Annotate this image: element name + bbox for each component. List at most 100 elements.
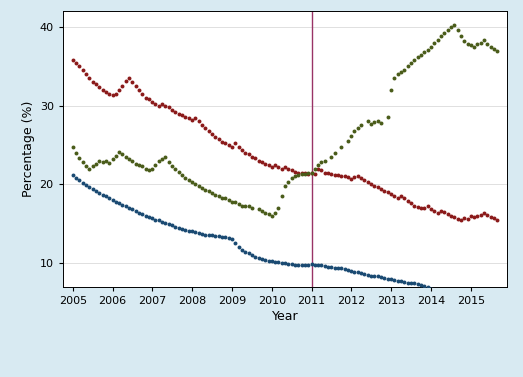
Point (125, 156, 133, 162)
Point (257, 256, 266, 262)
Point (480, 288, 488, 294)
Point (125, 205, 133, 211)
Point (291, 262, 299, 268)
Point (304, 262, 313, 268)
Point (347, 133, 356, 139)
Point (118, 152, 127, 158)
Point (278, 166, 286, 172)
Point (387, 276, 395, 282)
Point (457, 290, 465, 296)
Point (410, 280, 418, 287)
Point (231, 140, 239, 146)
Point (105, 91, 113, 97)
Point (118, 83, 127, 89)
Point (234, 201, 243, 207)
Point (188, 179, 196, 185)
Point (131, 161, 140, 167)
Point (377, 274, 385, 280)
Point (467, 213, 475, 219)
Point (268, 258, 276, 264)
Point (288, 167, 296, 173)
Point (493, 287, 502, 293)
Point (427, 44, 435, 50)
Point (135, 87, 143, 93)
Point (251, 155, 259, 161)
Point (224, 142, 233, 148)
Point (470, 214, 478, 220)
Point (201, 231, 209, 238)
Point (344, 267, 353, 273)
Point (490, 287, 498, 293)
Point (340, 266, 349, 272)
Point (400, 67, 408, 73)
Point (476, 40, 485, 46)
Point (155, 103, 163, 109)
Point (224, 235, 233, 241)
Point (254, 255, 263, 261)
Point (85, 184, 94, 190)
Point (347, 268, 356, 274)
Point (69, 144, 77, 150)
Point (370, 119, 379, 125)
Point (75, 63, 84, 69)
Point (331, 265, 339, 271)
Point (88, 79, 97, 85)
Point (121, 203, 130, 209)
Point (374, 118, 382, 124)
Point (165, 221, 173, 227)
Point (98, 87, 107, 93)
Point (321, 170, 329, 176)
Point (486, 44, 495, 51)
Point (410, 202, 418, 208)
Point (111, 199, 120, 205)
Point (397, 69, 405, 75)
Point (414, 204, 422, 210)
Point (397, 193, 405, 199)
Point (268, 164, 276, 170)
Point (437, 34, 445, 40)
Point (161, 220, 169, 226)
Point (185, 228, 193, 234)
Point (92, 81, 100, 87)
Point (191, 229, 199, 235)
Point (254, 158, 263, 164)
Point (414, 54, 422, 60)
Point (201, 187, 209, 193)
Point (301, 170, 309, 176)
Point (181, 227, 189, 233)
Point (168, 163, 176, 169)
Point (463, 290, 472, 296)
Point (165, 159, 173, 165)
Point (444, 290, 452, 296)
Point (211, 233, 219, 239)
Point (98, 159, 107, 165)
Point (430, 40, 438, 46)
Point (208, 131, 216, 137)
Point (78, 159, 87, 165)
Point (278, 193, 286, 199)
Point (151, 217, 160, 223)
Point (367, 273, 376, 279)
Point (387, 87, 395, 93)
Point (69, 57, 77, 63)
Point (168, 222, 176, 228)
Point (337, 265, 346, 271)
Point (181, 175, 189, 181)
Point (447, 24, 455, 30)
Point (138, 211, 146, 217)
Point (175, 110, 183, 116)
Point (72, 60, 80, 66)
Point (337, 144, 346, 150)
Point (334, 265, 343, 271)
Point (274, 205, 282, 211)
Point (380, 275, 389, 281)
Point (314, 262, 323, 268)
Point (271, 210, 279, 216)
Point (480, 210, 488, 216)
Point (185, 177, 193, 183)
Point (288, 175, 296, 181)
Point (171, 224, 179, 230)
Point (247, 252, 256, 258)
Point (334, 172, 343, 178)
Point (115, 200, 123, 206)
